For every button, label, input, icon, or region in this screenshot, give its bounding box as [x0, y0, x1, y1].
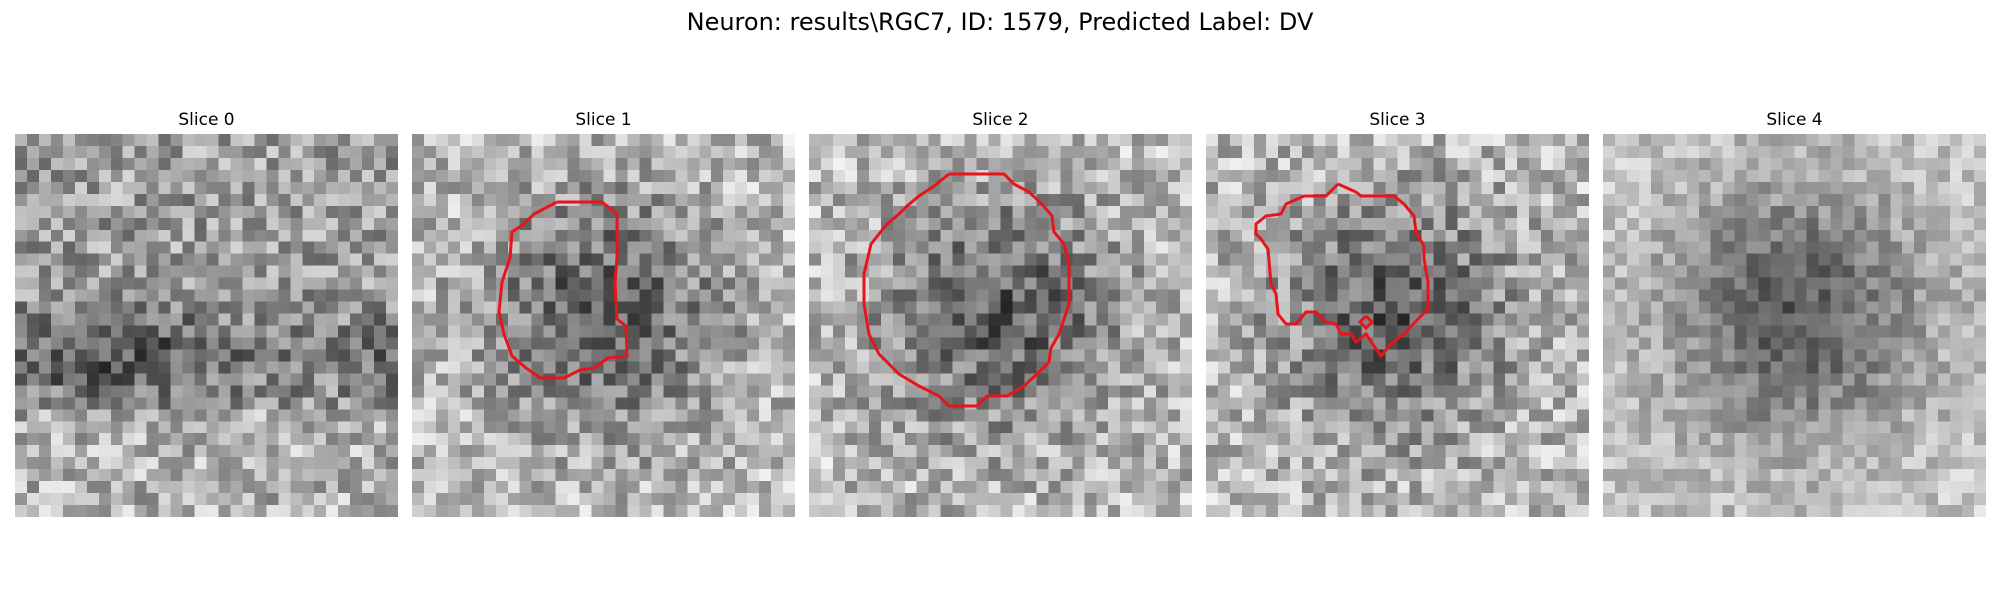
roi-contour — [1349, 333, 1358, 343]
slice-image — [15, 134, 398, 517]
slice-panel-2: Slice 2 — [809, 108, 1192, 517]
slice-title: Slice 2 — [972, 110, 1029, 130]
slice-image — [1206, 134, 1589, 517]
slice-2-canvas — [809, 134, 1192, 517]
slice-title: Slice 1 — [575, 110, 632, 130]
roi-contour — [862, 172, 1071, 408]
slice-2-contour — [862, 172, 1071, 408]
slice-panel-1: Slice 1 — [412, 108, 795, 517]
slice-0-canvas — [15, 134, 398, 517]
slice-title: Slice 0 — [178, 110, 235, 130]
slice-image — [809, 134, 1192, 517]
figure-title: Neuron: results\RGC7, ID: 1579, Predicte… — [686, 8, 1314, 36]
roi-contour — [497, 200, 629, 380]
slice-1-canvas — [412, 134, 795, 517]
slice-4-canvas — [1603, 134, 1986, 517]
slice-title: Slice 4 — [1766, 110, 1823, 130]
slice-3-contour — [1254, 182, 1430, 359]
roi-contour — [1357, 314, 1375, 331]
slice-image — [412, 134, 795, 517]
slice-image — [1603, 134, 1986, 517]
slice-panel-0: Slice 0 — [15, 108, 398, 517]
slice-1-contour — [497, 200, 629, 380]
slice-title: Slice 3 — [1369, 110, 1426, 130]
roi-contour — [1254, 182, 1430, 359]
slice-panel-3: Slice 3 — [1206, 108, 1589, 517]
slice-panel-4: Slice 4 — [1603, 108, 1986, 517]
